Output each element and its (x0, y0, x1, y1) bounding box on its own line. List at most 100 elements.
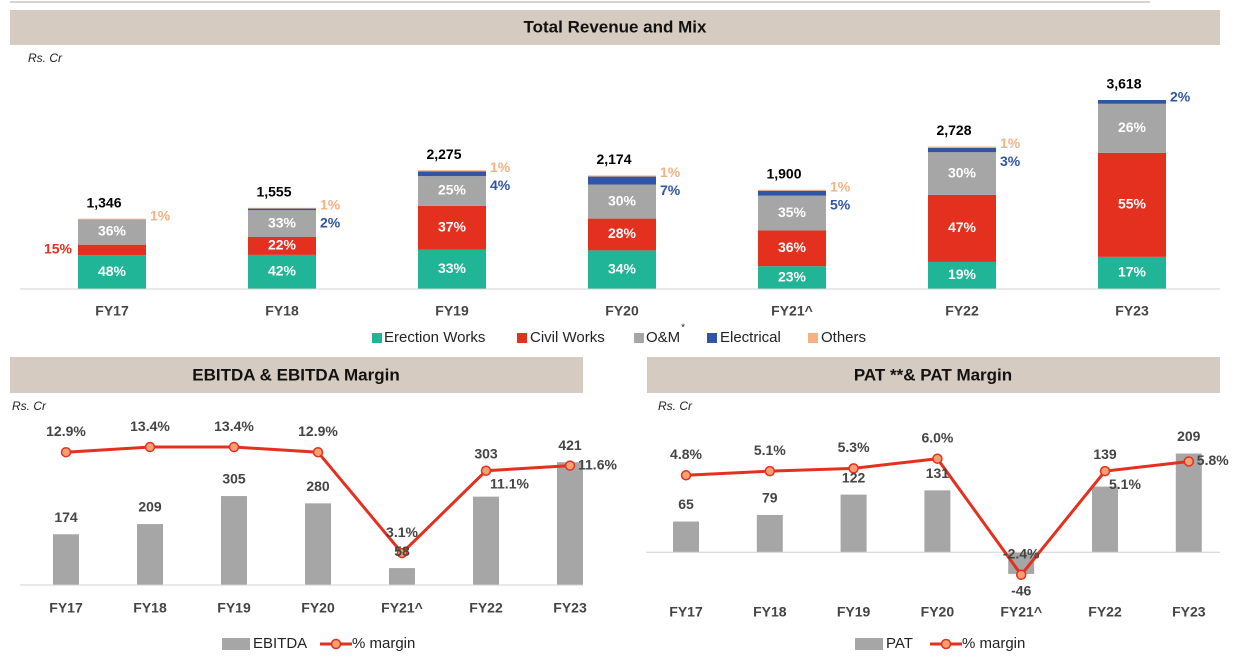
bar-segment (758, 190, 826, 196)
x-tick-label: FY17 (49, 600, 83, 616)
bar (1092, 486, 1118, 553)
bar-segment (588, 250, 656, 289)
data-label: 25% (438, 182, 467, 198)
header-bar (10, 10, 1220, 45)
chart-title: Total Revenue and Mix (524, 17, 707, 36)
margin-label: 12.9% (46, 423, 86, 439)
legend-swatch (808, 333, 818, 343)
bar-segment (248, 254, 316, 289)
margin-marker (60, 446, 72, 458)
bar (557, 462, 583, 585)
bar-segment (78, 218, 146, 220)
data-label: 28% (608, 225, 637, 241)
total-label: 1,555 (256, 183, 291, 199)
margin-label: 5.3% (838, 439, 870, 455)
data-label: 1% (830, 178, 851, 194)
total-label: 2,174 (596, 151, 631, 167)
data-label: 1% (490, 159, 511, 175)
data-label: 2% (320, 214, 341, 230)
bar-segment (588, 175, 656, 177)
bar-segment (588, 184, 656, 219)
bar-label: 209 (1177, 428, 1201, 444)
data-label: 47% (948, 219, 977, 235)
total-label: 1,900 (766, 165, 801, 181)
x-tick-label: FY18 (265, 303, 299, 319)
legend-swatch (634, 333, 644, 343)
bar-segment (248, 237, 316, 255)
header-bar (10, 357, 583, 393)
data-label: 34% (608, 260, 637, 276)
bar (924, 490, 951, 553)
bar (673, 521, 699, 553)
x-tick-label: FY19 (837, 604, 871, 620)
bar-label: 303 (474, 445, 498, 461)
bar (756, 514, 783, 553)
bar-segment (1098, 256, 1166, 289)
bar-label: 209 (138, 499, 162, 515)
total-label: 2,728 (936, 122, 971, 138)
data-label: 15% (44, 241, 73, 257)
unit-label: Rs. Cr (12, 399, 47, 413)
legend-label: Erection Works (384, 329, 485, 346)
bar-label: 58 (394, 543, 410, 559)
margin-label: 13.4% (214, 418, 254, 434)
data-label: 22% (268, 237, 297, 253)
bar-segment (1098, 152, 1166, 257)
bar-segment (418, 249, 486, 289)
bar (389, 568, 415, 585)
bar-label: 122 (842, 469, 866, 485)
legend-label: PAT (886, 635, 913, 652)
margin-marker (848, 463, 859, 474)
unit-label: Rs. Cr (658, 399, 693, 413)
bar (221, 496, 247, 585)
legend-swatch (517, 333, 527, 343)
margin-label: 11.1% (490, 475, 529, 491)
bar-segment (588, 176, 656, 185)
bar-segment (78, 255, 146, 289)
margin-label: 12.9% (298, 423, 338, 439)
bar-segment (758, 266, 826, 289)
x-tick-label: FY20 (921, 604, 955, 620)
margin-marker (228, 441, 240, 453)
x-tick-label: FY20 (301, 600, 335, 616)
data-label: 23% (778, 268, 807, 284)
x-tick-label: FY22 (1088, 604, 1122, 620)
data-label: 1% (660, 164, 681, 180)
data-label: 3% (1000, 153, 1021, 169)
data-label: 48% (98, 263, 127, 279)
x-tick-label: FY19 (217, 600, 251, 616)
bar-segment (588, 218, 656, 251)
bar-label: -46 (1011, 583, 1031, 599)
margin-marker (1015, 569, 1027, 581)
bar-segment (418, 171, 486, 177)
data-label: 7% (660, 182, 681, 198)
legend-marker (330, 638, 342, 650)
legend-label: % margin (962, 635, 1025, 652)
margin-marker (396, 547, 408, 559)
bar-segment (758, 195, 826, 231)
x-tick-label: FY23 (553, 600, 587, 616)
bar-segment (248, 210, 316, 238)
bar-segment (758, 189, 826, 191)
data-label: 36% (778, 239, 807, 255)
data-label: 33% (268, 214, 297, 230)
bar-segment (928, 261, 996, 289)
bar-label: 280 (306, 478, 330, 494)
data-label: 19% (948, 266, 977, 282)
legend-label: Civil Works (530, 329, 605, 346)
data-label: 1% (1000, 135, 1021, 151)
bar (1175, 453, 1202, 553)
legend-swatch (222, 638, 250, 650)
total-label: 3,618 (1106, 76, 1141, 92)
legend-swatch (372, 333, 382, 343)
bar-segment (248, 207, 316, 209)
bar-segment (1098, 103, 1166, 153)
bar-segment (78, 244, 146, 256)
bar-segment (418, 170, 486, 172)
x-tick-label: FY21^ (771, 303, 813, 319)
total-label: 2,275 (426, 146, 461, 162)
header-bar (647, 357, 1220, 393)
margin-marker (1099, 465, 1111, 477)
margin-marker (144, 441, 156, 453)
margin-label: 5.1% (1109, 476, 1141, 492)
